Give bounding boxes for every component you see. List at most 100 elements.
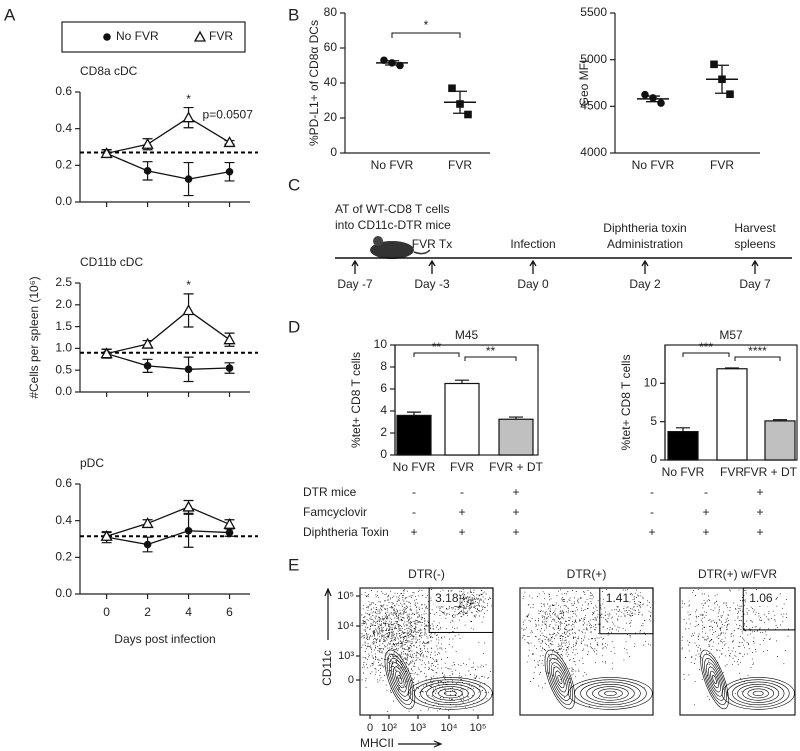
row-label: Diphtheria Toxin [303,525,389,539]
flow-contour [397,674,403,684]
flow-contour [712,674,717,684]
y-tick-label: 10 [644,376,658,390]
flow-events [521,589,652,707]
panel-label: A [4,5,16,24]
series-line [106,116,230,155]
timeline-arrow [529,259,537,274]
timeline-day: Day -7 [337,277,373,291]
cell: + [410,525,417,539]
y-tick-label: 10 [374,337,388,351]
flow-contour [420,681,481,706]
flow-frame [359,587,494,716]
flow-contour [393,666,407,693]
marker [223,517,236,529]
y-tick-label: 0.6 [55,84,72,98]
flow-contour [702,653,727,705]
x-tick-label: 4 [185,605,192,619]
error-bar [715,64,729,94]
flow-contour [706,662,723,697]
timeline-day: Day 2 [629,277,661,291]
series-line [106,309,230,355]
marker [143,540,152,549]
y-tick-label: 0 [348,674,354,686]
x-tick-label: FVR + DT [743,465,797,479]
y-tick-label: 0.4 [55,121,72,135]
gate-label-bg [433,592,460,606]
timeline-event: Harvest [734,221,776,235]
marker [103,33,111,41]
error-bar [676,427,690,432]
panel-label: C [288,175,300,194]
flow-title: DTR(-) [408,567,445,581]
y-tick-label: 0.6 [55,476,72,490]
flow-contour [708,666,721,693]
y-tick-label: 4000 [580,145,607,159]
chart-title: CD8a cDC [80,64,138,78]
flow-title: DTR(+) [567,567,607,581]
x-tick-label: 10³ [410,722,426,734]
y-tick-label: 10⁴ [337,620,354,632]
flow-contour [548,658,571,701]
marker [100,529,113,541]
significance-bracket [464,356,517,361]
x-tick-label: No FVR [393,460,436,474]
gate-label-bg [747,592,774,606]
gate-label-bg [603,592,630,606]
cell: - [412,505,416,519]
marker [710,60,718,69]
timeline-event: Infection [510,237,555,251]
cell: + [512,525,519,539]
annotation: * [186,92,191,106]
row-label: DTR mice [303,485,357,499]
cell: + [702,505,709,519]
marker [726,90,734,98]
error-bar [453,90,467,114]
flow-contour [710,670,719,689]
flow-contour [752,690,764,696]
flow-contour [732,681,785,706]
y-tick-label: 80 [324,5,338,19]
y-tick-label: 5000 [580,52,607,66]
marker [141,517,154,529]
x-tick-label: No FVR [632,158,675,172]
flow-contour [432,686,469,701]
marker [100,347,113,359]
flow-contour [737,683,780,703]
significance-label: ** [486,344,496,358]
y-tick-label: 5 [650,414,657,428]
y-tick-label: 1.5 [55,319,72,333]
y-tick-label: 2 [380,425,387,439]
cell: + [458,525,465,539]
x-tick-label: No FVR [371,158,414,172]
marker [182,111,195,123]
x-tick-label: 10⁴ [441,722,458,734]
cell: - [650,485,654,499]
significance-bracket [734,356,781,361]
series-line [106,530,230,546]
timeline-arrow [641,259,649,274]
panel-label: E [288,555,299,574]
significance-label: **** [748,344,767,358]
bar [498,418,534,456]
y-axis-label: Geo MFI [577,60,591,107]
row-label: Famcyclovir [303,505,367,519]
axis-arrow [324,587,332,640]
flow-contour [742,686,775,701]
mouse-icon [370,236,431,259]
marker [184,175,193,183]
flow-contour [592,686,629,701]
y-tick-label: 4 [380,403,387,417]
y-axis-label: CD11c [320,650,334,686]
cell: + [756,485,763,499]
bar [716,368,748,461]
cell: + [512,485,519,499]
flow-frame [679,587,796,716]
y-tick-label: 20 [324,110,338,124]
flow-contour [384,649,416,710]
cell: + [648,525,655,539]
annotation: p=0.0507 [203,108,254,122]
marker [225,167,234,176]
flow-contour [551,662,569,697]
chart-title: M45 [455,328,479,342]
y-tick-label: 0 [330,145,337,159]
